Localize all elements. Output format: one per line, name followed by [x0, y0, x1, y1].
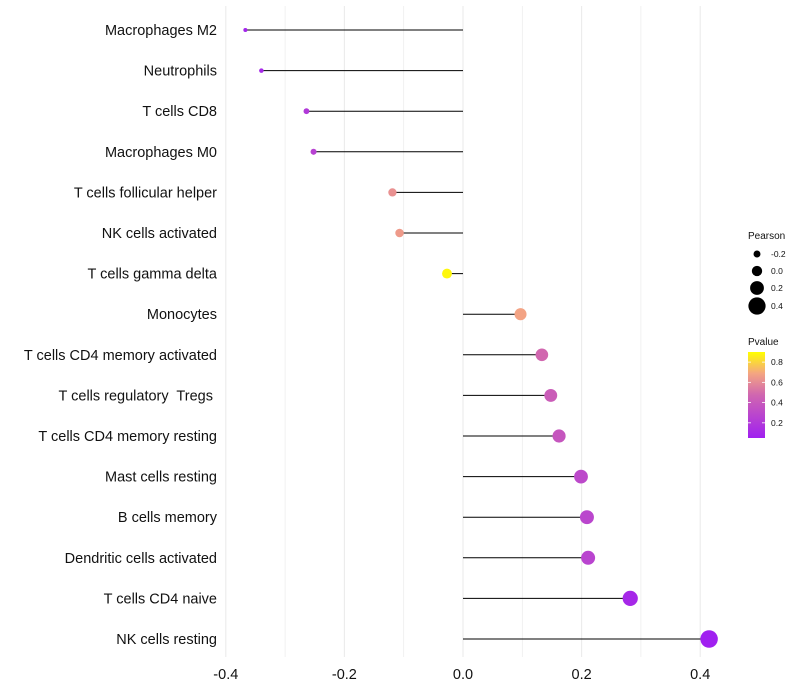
category-label: T cells CD4 memory activated: [24, 348, 217, 364]
category-label: B cells memory: [118, 510, 218, 526]
category-label: Macrophages M2: [105, 23, 217, 39]
data-point: [514, 308, 527, 321]
category-label: T cells regulatory Tregs: [59, 388, 218, 404]
legend-pvalue-label: 0.4: [771, 398, 783, 408]
grid-lines: [225, 6, 701, 657]
legend-pearson-label: -0.2: [771, 249, 786, 259]
data-point: [535, 348, 549, 362]
category-label: T cells CD4 naive: [104, 591, 217, 607]
data-point: [243, 27, 248, 33]
x-tick-label: 0.0: [453, 667, 473, 683]
data-point: [579, 510, 594, 525]
legend-pvalue-label: 0.2: [771, 418, 783, 428]
category-labels: Macrophages M2 Neutrophils T cells CD8 Macr…: [24, 23, 218, 648]
legend-pearson-label: 0.4: [771, 301, 783, 311]
data-point: [552, 429, 566, 443]
points: [243, 27, 718, 648]
x-tick-label: -0.4: [213, 667, 238, 683]
category-label: NK cells resting: [116, 632, 217, 648]
data-point: [259, 68, 264, 73]
category-label: Neutrophils: [144, 64, 217, 80]
data-point: [395, 228, 404, 238]
legend-pearson-key: [751, 265, 763, 277]
data-point: [574, 469, 588, 484]
category-label: Monocytes: [147, 307, 217, 323]
category-label: Macrophages M0: [105, 145, 217, 161]
legend-pvalue-title: Pvalue: [748, 337, 779, 348]
data-point: [700, 630, 718, 648]
legend-pearson-key: [750, 281, 764, 295]
category-label: Dendritic cells activated: [65, 551, 217, 567]
legend-pearson-label: 0.2: [771, 283, 783, 293]
data-point: [581, 550, 596, 565]
x-tick-label: -0.2: [332, 667, 357, 683]
legend-pvalue-label: 0.8: [771, 357, 783, 367]
legend-pearson: Pearson -0.2 0.0 0.2 0.4: [748, 231, 786, 315]
data-point: [622, 590, 638, 607]
legend-pearson-key: [753, 250, 761, 258]
x-tick-label: 0.2: [572, 667, 592, 683]
data-point: [388, 188, 397, 197]
legend-pearson-key: [748, 297, 766, 315]
category-label: T cells gamma delta: [88, 267, 218, 283]
legend-pvalue-colorbar: [748, 352, 765, 438]
data-point: [303, 108, 310, 115]
data-point: [310, 148, 317, 155]
legend-pearson-label: 0.0: [771, 266, 783, 276]
category-label: T cells CD4 memory resting: [38, 429, 217, 445]
legend-pvalue: Pvalue 0.2 0.4 0.6 0.8: [748, 337, 783, 438]
category-label: Mast cells resting: [105, 470, 217, 486]
legend-pearson-title: Pearson: [748, 231, 785, 242]
legend-pvalue-label: 0.6: [771, 377, 783, 387]
x-axis-ticks: -0.4 -0.2 0.0 0.2 0.4: [213, 667, 710, 683]
data-point: [442, 268, 452, 279]
stems: [245, 29, 710, 640]
category-label: T cells follicular helper: [74, 185, 217, 201]
x-tick-label: 0.4: [690, 667, 710, 683]
category-label: NK cells activated: [102, 226, 217, 242]
category-label: T cells CD8: [142, 104, 217, 120]
data-point: [544, 388, 558, 402]
